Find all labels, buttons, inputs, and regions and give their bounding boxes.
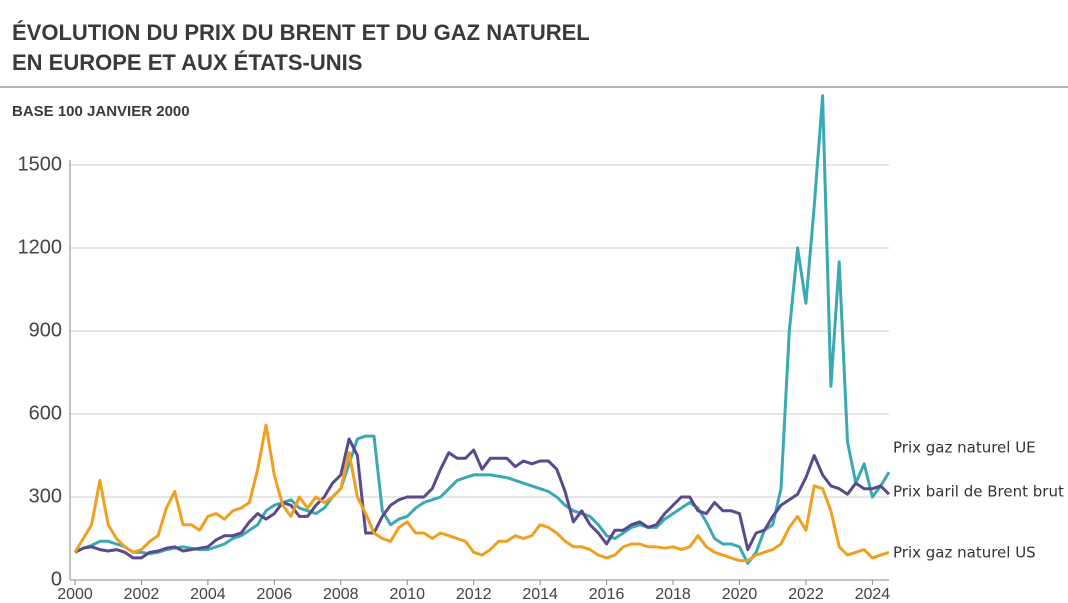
series-line [74,94,891,565]
x-tick-label: 2004 [190,586,226,603]
chart-title: ÉVOLUTION DU PRIX DU BRENT ET DU GAZ NAT… [12,20,590,45]
x-tick-label: 2024 [855,586,891,603]
y-tick-label: 300 [29,485,62,507]
x-tick-label: 2000 [57,586,93,603]
y-tick-label: 1500 [18,153,63,175]
y-tick-label: 900 [29,319,62,341]
x-tick-label: 2002 [124,586,160,603]
chart-title: EN EUROPE ET AUX ÉTATS-UNIS [12,50,362,75]
x-tick-label: 2010 [389,586,425,603]
x-tick-label: 2006 [257,586,293,603]
y-tick-label: 1200 [18,236,63,258]
series-label: Prix gaz naturel US [893,544,1036,562]
x-tick-label: 2018 [655,586,691,603]
series-label: Prix gaz naturel UE [893,439,1036,457]
x-tick-label: 2016 [589,586,625,603]
x-tick-label: 2008 [323,586,359,603]
x-tick-label: 2022 [788,586,824,603]
series-line [74,437,891,560]
y-tick-label: 0 [51,568,62,590]
x-tick-label: 2014 [522,586,558,603]
series-line [73,423,890,563]
x-tick-label: 2012 [456,586,492,603]
series-label: Prix baril de Brent brut [893,483,1064,501]
x-tick-label: 2020 [722,586,758,603]
chart-subtitle: BASE 100 JANVIER 2000 [12,103,190,120]
y-tick-label: 600 [29,402,62,424]
